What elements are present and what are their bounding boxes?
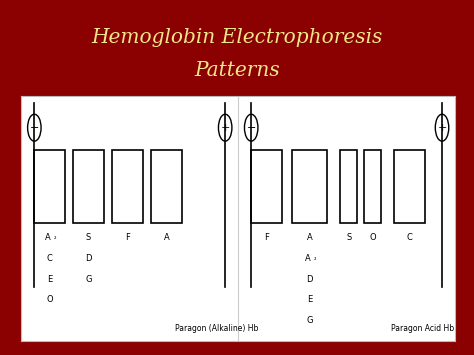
- Text: C: C: [46, 254, 53, 263]
- Text: O: O: [369, 233, 376, 242]
- Text: A: A: [307, 233, 313, 242]
- Text: E: E: [307, 295, 312, 305]
- Text: ₂: ₂: [314, 256, 316, 261]
- Bar: [364, 150, 381, 223]
- Text: O: O: [46, 295, 53, 305]
- Text: A: A: [164, 233, 170, 242]
- Text: S: S: [346, 233, 351, 242]
- Text: Patterns: Patterns: [194, 61, 280, 81]
- Text: G: G: [85, 275, 92, 284]
- Text: F: F: [264, 233, 269, 242]
- Bar: [34, 150, 64, 223]
- Bar: [340, 150, 357, 223]
- Text: G: G: [307, 316, 313, 325]
- Text: F: F: [125, 233, 130, 242]
- Text: E: E: [47, 275, 52, 284]
- Text: +: +: [220, 123, 230, 133]
- Bar: [292, 150, 327, 223]
- Text: D: D: [85, 254, 92, 263]
- Text: +: +: [438, 123, 447, 133]
- Text: S: S: [86, 233, 91, 242]
- Text: Paragon Acid Hb: Paragon Acid Hb: [391, 324, 454, 333]
- Text: A: A: [305, 254, 310, 263]
- Bar: [73, 150, 104, 223]
- Text: Hemoglobin Electrophoresis: Hemoglobin Electrophoresis: [91, 28, 383, 47]
- Text: D: D: [307, 275, 313, 284]
- Text: Paragon (Alkaline) Hb: Paragon (Alkaline) Hb: [175, 324, 258, 333]
- Bar: [151, 150, 182, 223]
- Text: ₂: ₂: [54, 235, 56, 240]
- Text: C: C: [407, 233, 412, 242]
- Bar: [112, 150, 143, 223]
- Text: −: −: [246, 123, 256, 133]
- Bar: [394, 150, 425, 223]
- Bar: [251, 150, 282, 223]
- Text: A: A: [45, 233, 50, 242]
- Text: −: −: [30, 123, 39, 133]
